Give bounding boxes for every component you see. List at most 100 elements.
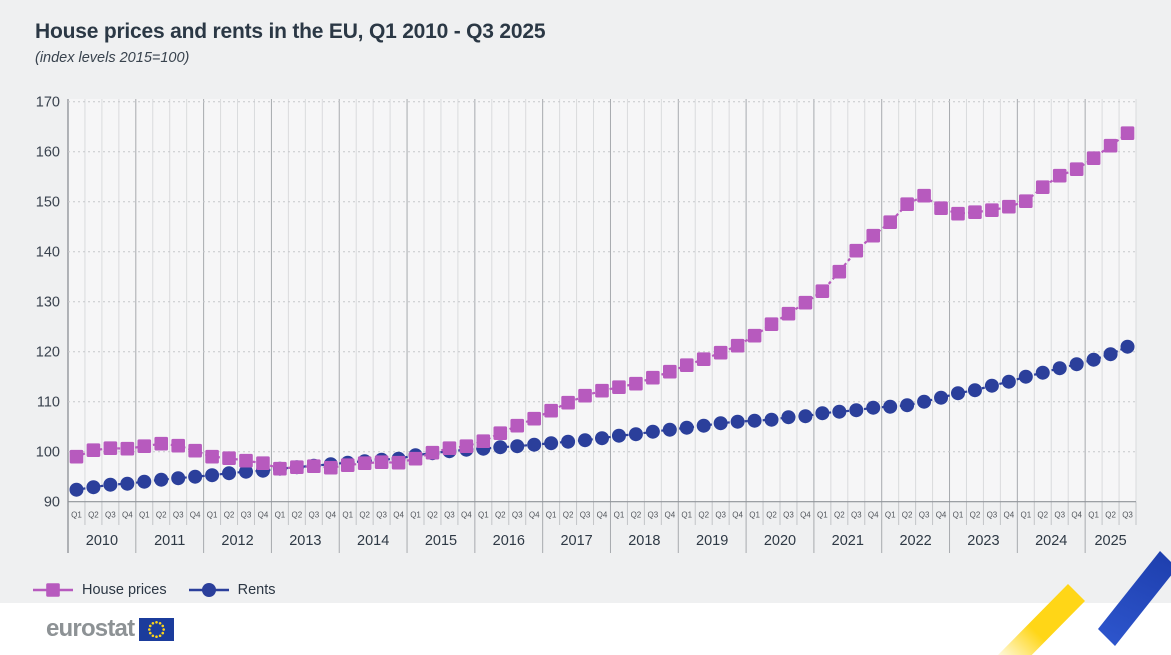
- quarter-label: Q2: [834, 511, 845, 520]
- data-point: [815, 406, 830, 421]
- quarter-label: Q4: [393, 511, 404, 520]
- data-point: [866, 400, 881, 415]
- data-point: [679, 420, 694, 435]
- eu-flag-star: [159, 621, 162, 625]
- eu-flag-star: [161, 624, 165, 627]
- data-point: [476, 434, 491, 448]
- quarter-label: Q4: [1004, 511, 1015, 520]
- house-prices-marker-icon: [33, 583, 73, 597]
- data-point: [103, 441, 118, 455]
- quarter-label: Q2: [495, 511, 506, 520]
- quarter-label: Q1: [1088, 511, 1099, 520]
- chart-legend: House prices Rents: [33, 582, 276, 598]
- quarter-label: Q2: [631, 511, 642, 520]
- eurostat-logo: eurostat: [46, 617, 175, 641]
- data-point: [883, 215, 897, 229]
- year-label: 2019: [696, 533, 728, 549]
- data-point: [629, 376, 643, 391]
- data-point: [408, 451, 423, 466]
- data-point: [239, 464, 253, 479]
- quarter-label: Q3: [1122, 511, 1133, 520]
- quarter-label: Q3: [444, 511, 455, 520]
- quarter-label: Q1: [207, 511, 218, 520]
- data-point: [510, 439, 525, 454]
- eu-flag-star: [161, 631, 165, 634]
- year-label: 2025: [1094, 533, 1126, 549]
- quarter-label: Q2: [970, 511, 981, 520]
- year-label: 2014: [357, 533, 389, 549]
- data-point: [866, 228, 881, 243]
- data-point: [171, 471, 186, 486]
- quarter-label: Q4: [936, 511, 947, 520]
- data-point: [1052, 168, 1067, 183]
- year-label: 2011: [154, 533, 185, 549]
- data-point: [578, 388, 592, 403]
- data-point: [764, 317, 779, 331]
- quarter-label: Q1: [749, 511, 760, 520]
- quarter-label: Q1: [885, 511, 896, 520]
- data-point: [781, 410, 796, 425]
- data-point: [832, 264, 847, 279]
- y-tick-label: 120: [36, 345, 60, 361]
- quarter-label: Q3: [987, 511, 998, 520]
- data-point: [849, 243, 864, 258]
- series-house-prices: [69, 126, 1135, 476]
- quarter-label: Q3: [308, 511, 319, 520]
- quarter-label: Q3: [173, 511, 184, 520]
- data-point: [595, 431, 609, 446]
- quarter-label: Q1: [410, 511, 421, 520]
- legend-label-house-prices: House prices: [82, 582, 167, 598]
- year-label: 2023: [967, 533, 999, 549]
- rents-marker-icon: [188, 583, 229, 597]
- data-point: [273, 461, 287, 476]
- data-point: [747, 328, 762, 343]
- data-point: [493, 426, 508, 440]
- quarter-label: Q3: [851, 511, 862, 520]
- year-label: 2013: [289, 533, 321, 549]
- year-label: 2021: [832, 533, 864, 549]
- data-point: [290, 460, 304, 474]
- quarter-label: Q3: [105, 511, 116, 520]
- data-point: [527, 411, 541, 426]
- data-point: [69, 449, 84, 464]
- data-point: [951, 206, 965, 221]
- quarter-label: Q2: [563, 511, 574, 520]
- data-point: [1001, 374, 1016, 389]
- data-point: [612, 380, 626, 394]
- data-point: [86, 443, 101, 457]
- quarter-label: Q1: [342, 511, 353, 520]
- data-point: [662, 422, 677, 437]
- data-point: [256, 456, 270, 470]
- data-point: [781, 306, 796, 321]
- data-point: [1018, 369, 1033, 384]
- data-point: [798, 295, 813, 310]
- data-point: [188, 469, 203, 484]
- quarter-label: Q4: [190, 511, 201, 520]
- data-point: [154, 472, 169, 487]
- data-point: [323, 460, 338, 475]
- quarter-label: Q1: [275, 511, 286, 520]
- quarter-label: Q2: [427, 511, 438, 520]
- quarter-label: Q4: [325, 511, 336, 520]
- year-label: 2010: [86, 533, 118, 549]
- data-point: [1069, 357, 1084, 372]
- data-point: [103, 477, 118, 492]
- quarter-label: Q4: [258, 511, 269, 520]
- data-point: [1120, 339, 1135, 354]
- data-point: [730, 414, 745, 429]
- data-point: [1035, 365, 1050, 380]
- data-point: [137, 474, 152, 489]
- data-point: [747, 413, 762, 428]
- data-point: [645, 424, 660, 439]
- quarter-label: Q2: [292, 511, 303, 520]
- data-point: [561, 395, 575, 410]
- eu-flag-star: [162, 627, 166, 631]
- data-point: [1002, 199, 1016, 214]
- eu-flag-star: [155, 634, 159, 638]
- legend-item-rents: Rents: [188, 582, 276, 598]
- quarter-label: Q2: [156, 511, 167, 520]
- eu-flag-star: [148, 627, 151, 631]
- data-point: [984, 378, 999, 393]
- data-point: [307, 459, 321, 473]
- data-point: [137, 439, 152, 453]
